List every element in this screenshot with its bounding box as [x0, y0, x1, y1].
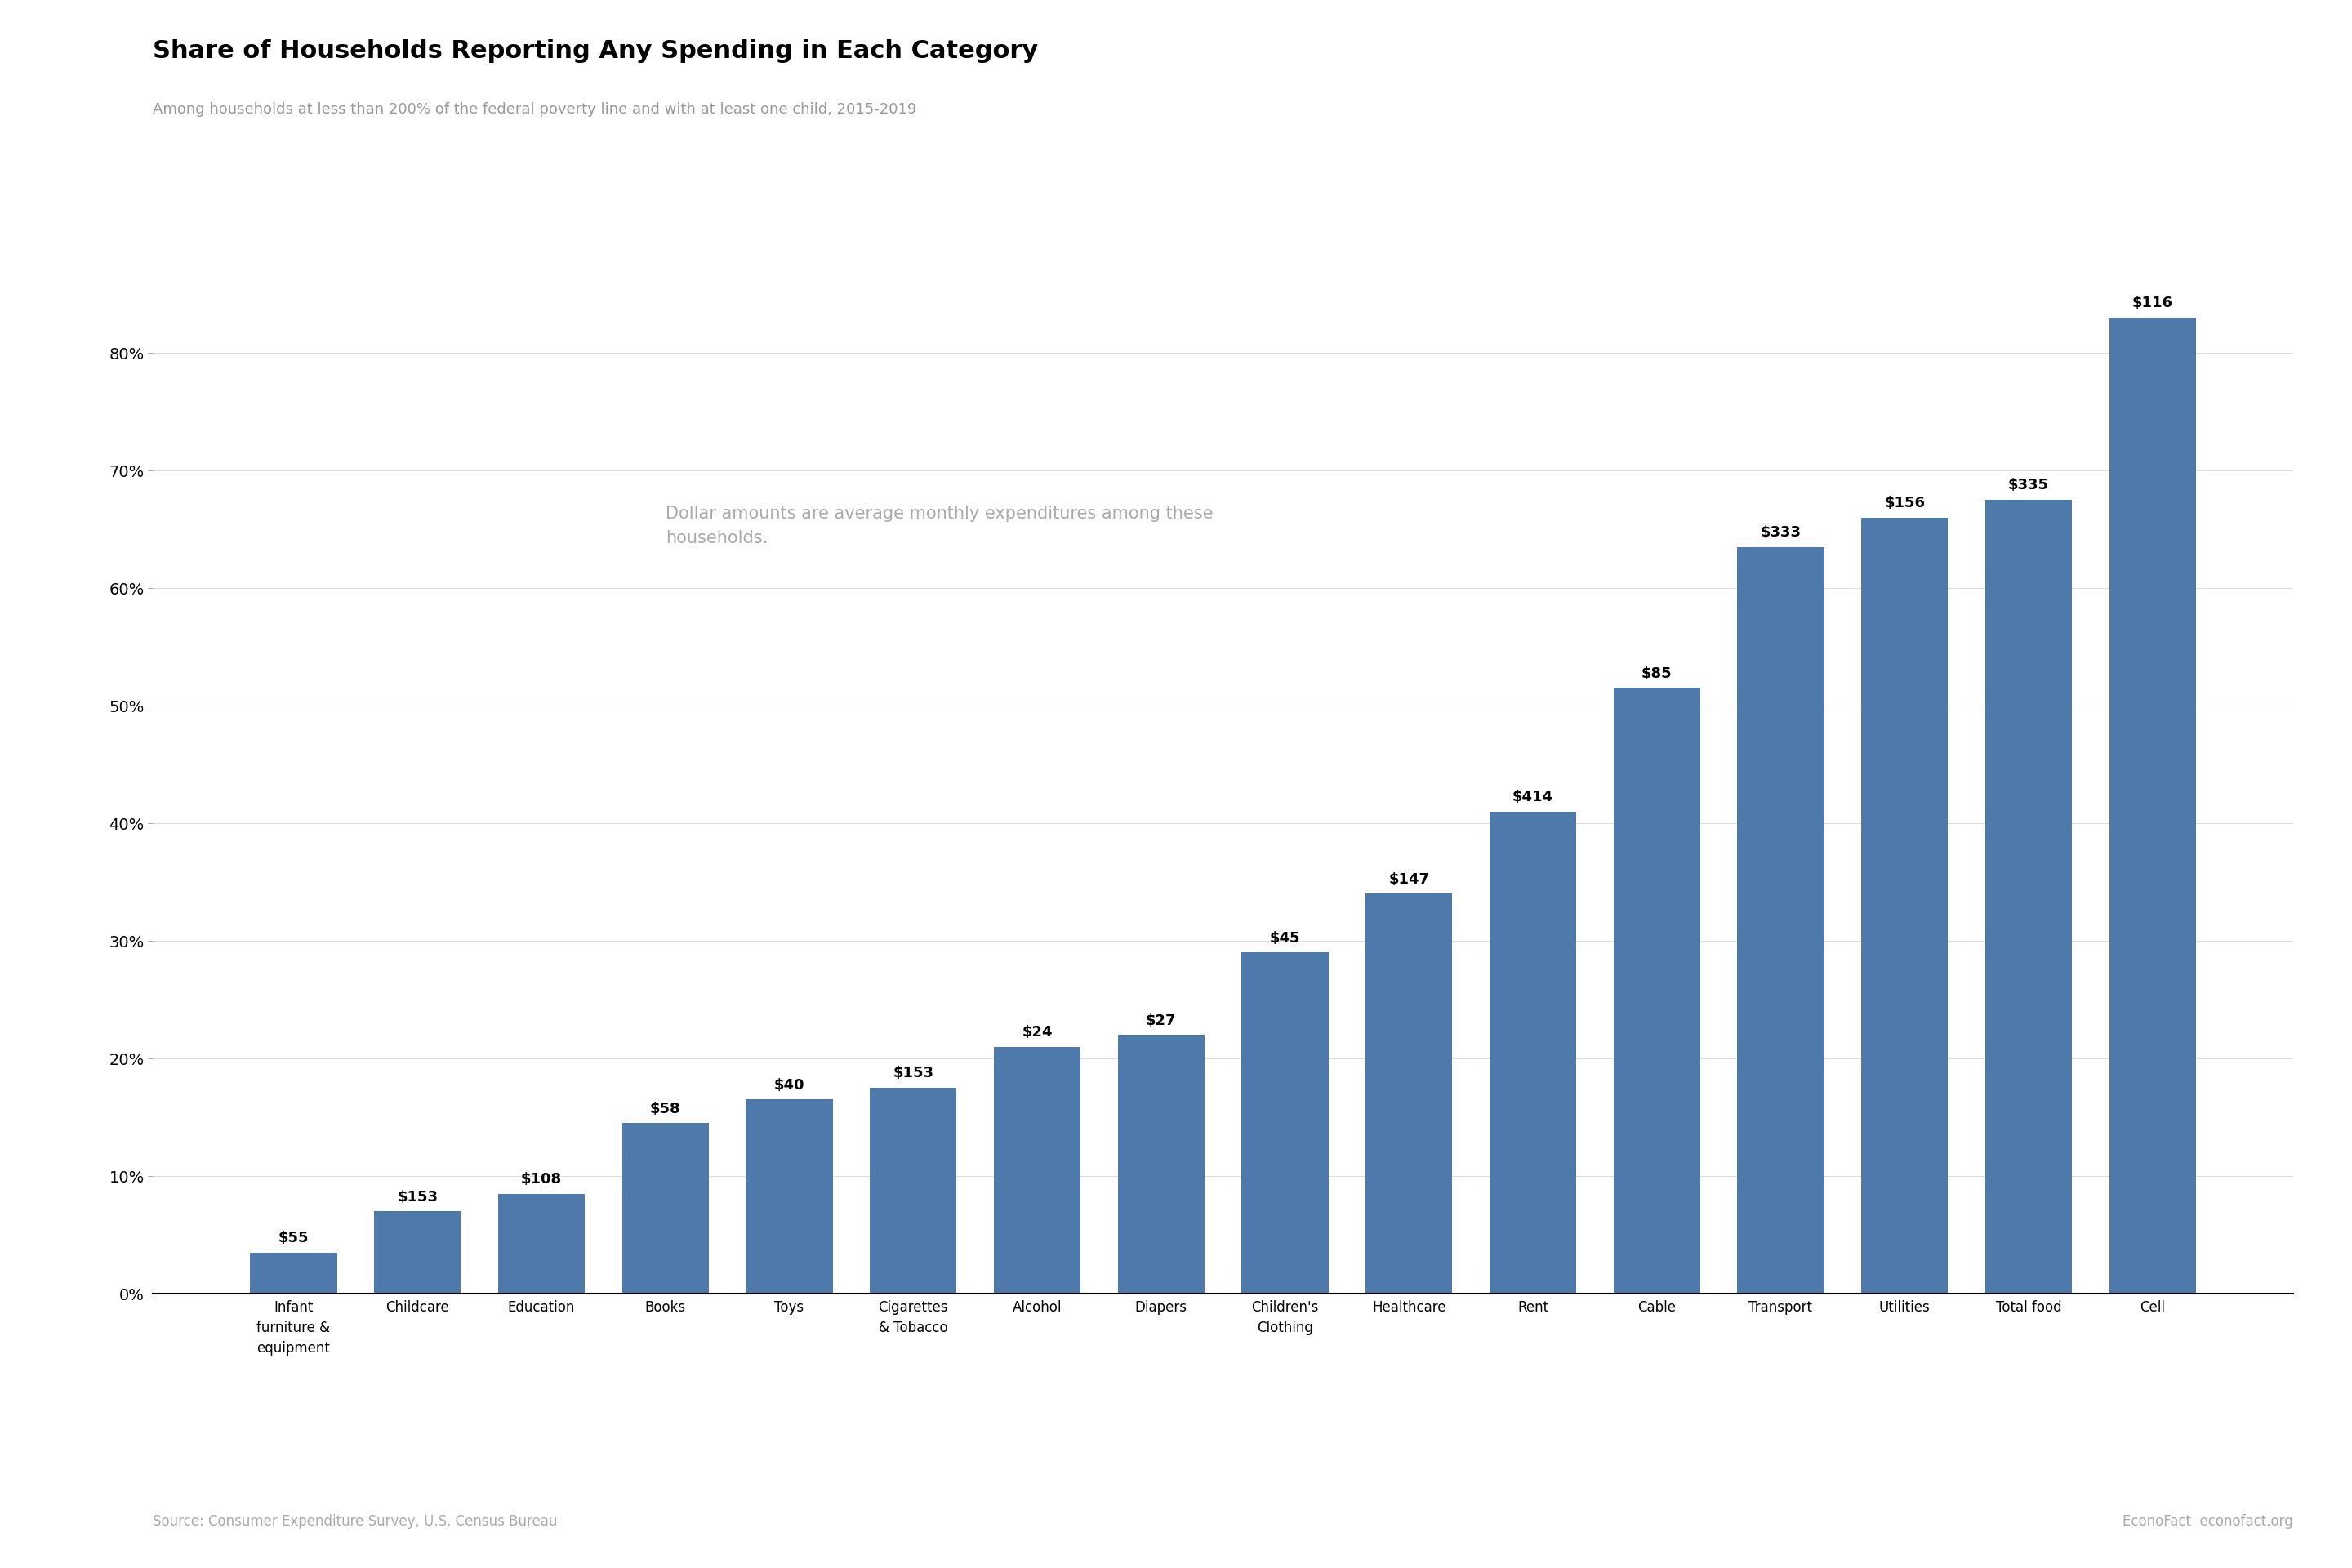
Bar — [1860, 517, 1947, 1294]
Text: $45: $45 — [1270, 931, 1301, 946]
Bar — [746, 1099, 833, 1294]
Text: EconoFact  econofact.org: EconoFact econofact.org — [2124, 1515, 2293, 1529]
Bar — [2110, 318, 2197, 1294]
Text: $116: $116 — [2133, 296, 2173, 310]
Text: $24: $24 — [1021, 1025, 1051, 1040]
Text: $147: $147 — [1388, 872, 1430, 887]
Text: Among households at less than 200% of the federal poverty line and with at least: Among households at less than 200% of th… — [153, 102, 917, 116]
Bar — [1367, 894, 1451, 1294]
Text: $40: $40 — [774, 1077, 804, 1093]
Bar — [374, 1212, 461, 1294]
Bar — [1738, 547, 1825, 1294]
Text: $153: $153 — [397, 1190, 437, 1204]
Text: $333: $333 — [1759, 525, 1802, 539]
Text: $55: $55 — [278, 1231, 308, 1245]
Text: Dollar amounts are average monthly expenditures among these
households.: Dollar amounts are average monthly expen… — [666, 505, 1214, 546]
Bar — [499, 1193, 586, 1294]
Text: $85: $85 — [1642, 666, 1672, 681]
Bar — [621, 1123, 708, 1294]
Bar — [249, 1253, 336, 1294]
Bar — [1117, 1035, 1204, 1294]
Text: $414: $414 — [1512, 790, 1552, 804]
Bar — [1242, 953, 1329, 1294]
Text: $156: $156 — [1884, 495, 1924, 511]
Bar — [1489, 812, 1576, 1294]
Text: $108: $108 — [520, 1171, 562, 1187]
Text: $335: $335 — [2009, 478, 2049, 492]
Text: Source: Consumer Expenditure Survey, U.S. Census Bureau: Source: Consumer Expenditure Survey, U.S… — [153, 1515, 557, 1529]
Text: $153: $153 — [894, 1066, 934, 1080]
Bar — [995, 1047, 1080, 1294]
Bar — [870, 1088, 957, 1294]
Text: Share of Households Reporting Any Spending in Each Category: Share of Households Reporting Any Spendi… — [153, 39, 1037, 63]
Text: $58: $58 — [649, 1101, 680, 1116]
Text: $27: $27 — [1145, 1013, 1176, 1029]
Bar — [1985, 500, 2072, 1294]
Bar — [1613, 688, 1700, 1294]
